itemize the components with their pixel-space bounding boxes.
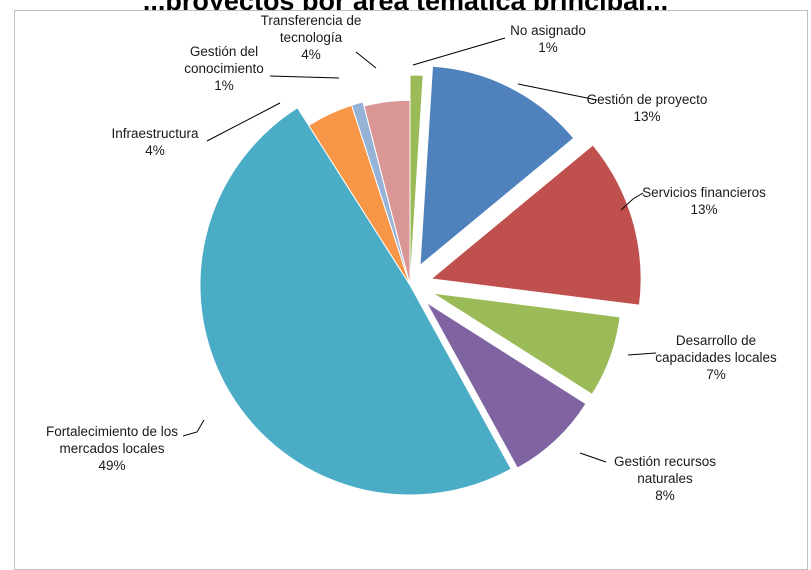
leader-line-2 — [517, 83, 598, 101]
slice-name-9: Transferencia de — [261, 13, 362, 28]
slice-name-4: capacidades locales — [655, 350, 777, 365]
pie-slice-8 — [350, 101, 411, 286]
pie-slice-4 — [432, 292, 621, 396]
slice-name-8: conocimiento — [184, 61, 264, 76]
slice-label-4: Desarrollo de capacidades locales 7% — [655, 333, 777, 382]
slice-label-1: No asignado 1% — [510, 23, 586, 55]
slice-percent-4: 7% — [706, 367, 726, 382]
slice-name-9: tecnología — [280, 30, 343, 45]
slice-name-5: naturales — [637, 471, 693, 486]
slice-label-2: Gestión de proyecto 13% — [587, 92, 708, 124]
leader-line-7 — [206, 102, 281, 142]
leader-line-5 — [579, 452, 607, 463]
slice-name-8: Gestión del — [190, 44, 258, 59]
slice-label-9: Transferencia de tecnología 4% — [261, 13, 362, 62]
pie-slice-5 — [425, 302, 587, 469]
leader-line-4 — [627, 352, 657, 356]
pie-slice-3 — [429, 144, 642, 306]
slice-percent-3: 13% — [690, 202, 717, 217]
leader-line-6 — [182, 419, 205, 437]
slice-label-8: Gestión del conocimiento 1% — [184, 44, 264, 93]
slice-percent-5: 8% — [655, 488, 675, 503]
leader-line-3 — [620, 192, 644, 211]
pie-slice-1 — [409, 74, 424, 286]
slice-name-6: Fortalecimiento de los — [46, 424, 178, 439]
slice-percent-7: 4% — [145, 143, 165, 158]
pie-slice-2 — [419, 65, 575, 267]
slice-percent-1: 1% — [538, 40, 558, 55]
leader-line-9 — [355, 51, 377, 69]
slice-name-1: No asignado — [510, 23, 586, 38]
slice-percent-2: 13% — [633, 109, 660, 124]
slice-label-6: Fortalecimiento de los mercados locales 49… — [46, 424, 178, 473]
leader-line-8 — [269, 75, 340, 79]
slice-name-3: Servicios financieros — [642, 185, 766, 200]
slice-label-5: Gestión recursos naturales 8% — [614, 454, 716, 503]
leader-line-1 — [412, 37, 506, 66]
slice-name-7: Infraestructura — [111, 126, 199, 141]
slice-percent-8: 1% — [214, 78, 234, 93]
pie-slice-9 — [363, 99, 411, 286]
slice-name-2: Gestión de proyecto — [587, 92, 708, 107]
slice-percent-9: 4% — [301, 47, 321, 62]
slice-name-5: Gestión recursos — [614, 454, 716, 469]
slice-label-7: Infraestructura 4% — [111, 126, 199, 158]
pie-slice-6 — [199, 107, 512, 496]
slice-label-3: Servicios financieros 13% — [642, 185, 766, 217]
slice-name-4: Desarrollo de — [676, 333, 756, 348]
slice-name-6: mercados locales — [59, 441, 164, 456]
slice-percent-6: 49% — [98, 458, 125, 473]
